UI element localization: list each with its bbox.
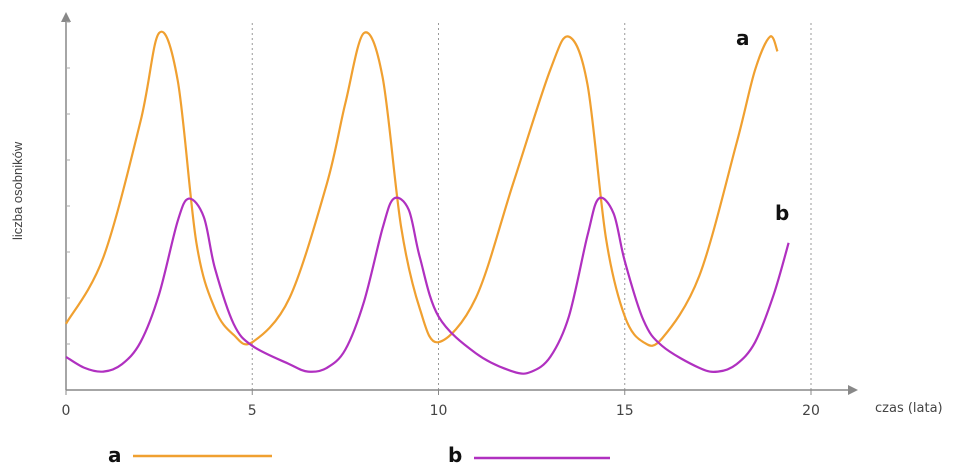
legend: a b <box>108 443 610 465</box>
x-tick-labels: 0 5 10 15 20 <box>62 390 820 419</box>
x-tick-label-15: 15 <box>616 403 634 419</box>
grid-lines <box>251 22 812 390</box>
series-label-a: a <box>736 26 750 50</box>
axes <box>61 12 858 395</box>
x-tick-label-10: 10 <box>430 403 448 419</box>
series-line-b <box>65 196 790 375</box>
x-tick-label-0: 0 <box>62 403 71 419</box>
legend-label-b: b <box>448 443 462 465</box>
y-axis-label: liczba osobników <box>10 141 25 240</box>
x-tick-label-5: 5 <box>248 403 257 419</box>
series-label-b: b <box>775 201 789 225</box>
x-axis-arrow <box>848 385 858 395</box>
x-tick-label-20: 20 <box>802 403 820 419</box>
series-line-a <box>65 30 779 347</box>
y-axis-arrow <box>61 12 71 22</box>
x-axis-label: czas (lata) <box>875 401 943 416</box>
series-layer <box>65 30 790 375</box>
y-tick-marks <box>66 21 70 345</box>
legend-label-a: a <box>108 443 122 465</box>
